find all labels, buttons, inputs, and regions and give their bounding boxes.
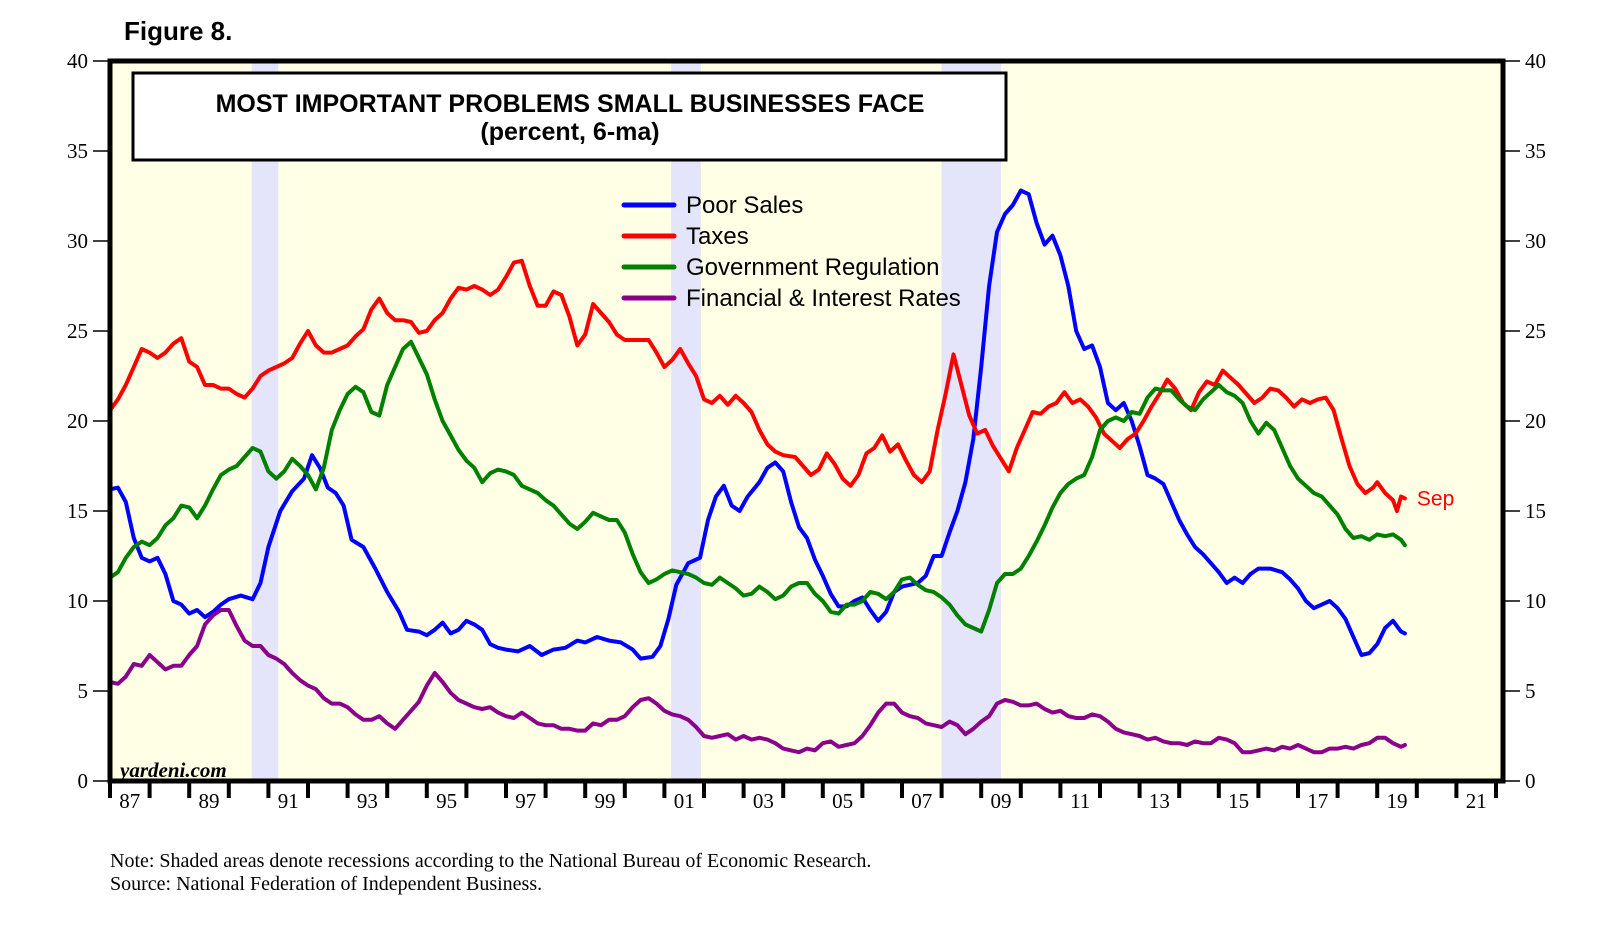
series-line-taxes bbox=[108, 258, 1407, 513]
x-tick-label: 95 bbox=[436, 789, 457, 813]
y-tick-label-right: 20 bbox=[1525, 409, 1546, 433]
y-tick-label-right: 10 bbox=[1525, 589, 1546, 613]
chart-title: MOST IMPORTANT PROBLEMS SMALL BUSINESSES… bbox=[216, 90, 925, 118]
recession-note: Note: Shaded areas denote recessions acc… bbox=[110, 850, 872, 872]
legend-label: Financial & Interest Rates bbox=[686, 285, 961, 312]
chart-subtitle: (percent, 6-ma) bbox=[480, 118, 659, 146]
y-tick-label-left: 0 bbox=[78, 769, 89, 793]
x-tick-label: 13 bbox=[1149, 789, 1170, 813]
x-tick-label: 15 bbox=[1228, 789, 1249, 813]
x-tick-label: 03 bbox=[753, 789, 774, 813]
legend-label: Taxes bbox=[686, 223, 749, 250]
x-tick-label: 97 bbox=[515, 789, 536, 813]
x-tick-label: 11 bbox=[1070, 789, 1090, 813]
x-tick-label: 01 bbox=[674, 789, 695, 813]
x-tick-label: 89 bbox=[199, 789, 220, 813]
y-tick-label-right: 35 bbox=[1525, 139, 1546, 163]
watermark: yardeni.com bbox=[117, 758, 227, 782]
x-tick-label: 19 bbox=[1387, 789, 1408, 813]
source-note: Source: National Federation of Independe… bbox=[110, 873, 543, 895]
x-tick-label: 21 bbox=[1466, 789, 1487, 813]
recession-band bbox=[671, 61, 701, 781]
y-tick-label-left: 5 bbox=[78, 679, 89, 703]
plot-background bbox=[110, 61, 1503, 781]
y-tick-label-left: 40 bbox=[67, 49, 88, 73]
y-tick-label-right: 5 bbox=[1525, 679, 1536, 703]
x-tick-label: 87 bbox=[119, 789, 140, 813]
y-tick-label-left: 10 bbox=[67, 589, 88, 613]
x-tick-label: 17 bbox=[1307, 789, 1328, 813]
title-box bbox=[131, 71, 1008, 162]
y-tick-label-left: 35 bbox=[67, 139, 88, 163]
legend-label: Poor Sales bbox=[686, 192, 803, 219]
x-tick-label: 99 bbox=[595, 789, 616, 813]
x-tick-label: 05 bbox=[832, 789, 853, 813]
series-line-financial-interest-rates bbox=[108, 608, 1407, 755]
x-tick-label: 09 bbox=[991, 789, 1012, 813]
y-tick-label-right: 0 bbox=[1525, 769, 1536, 793]
x-tick-label: 91 bbox=[278, 789, 299, 813]
y-tick-label-right: 25 bbox=[1525, 319, 1546, 343]
legend-label: Government Regulation bbox=[686, 254, 939, 281]
x-tick-label: 07 bbox=[911, 789, 932, 813]
figure-label: Figure 8. bbox=[124, 16, 233, 46]
recession-band bbox=[251, 61, 279, 781]
series-line-government-regulation bbox=[108, 339, 1407, 634]
y-tick-label-left: 25 bbox=[67, 319, 88, 343]
y-tick-label-left: 15 bbox=[67, 499, 88, 523]
y-tick-label-left: 20 bbox=[67, 409, 88, 433]
end-label-sep: Sep bbox=[1417, 487, 1454, 510]
y-tick-label-left: 30 bbox=[67, 229, 88, 253]
y-tick-label-right: 30 bbox=[1525, 229, 1546, 253]
series-line-poor-sales bbox=[108, 188, 1407, 661]
y-tick-label-right: 40 bbox=[1525, 49, 1546, 73]
y-tick-label-right: 15 bbox=[1525, 499, 1546, 523]
x-tick-label: 93 bbox=[357, 789, 378, 813]
